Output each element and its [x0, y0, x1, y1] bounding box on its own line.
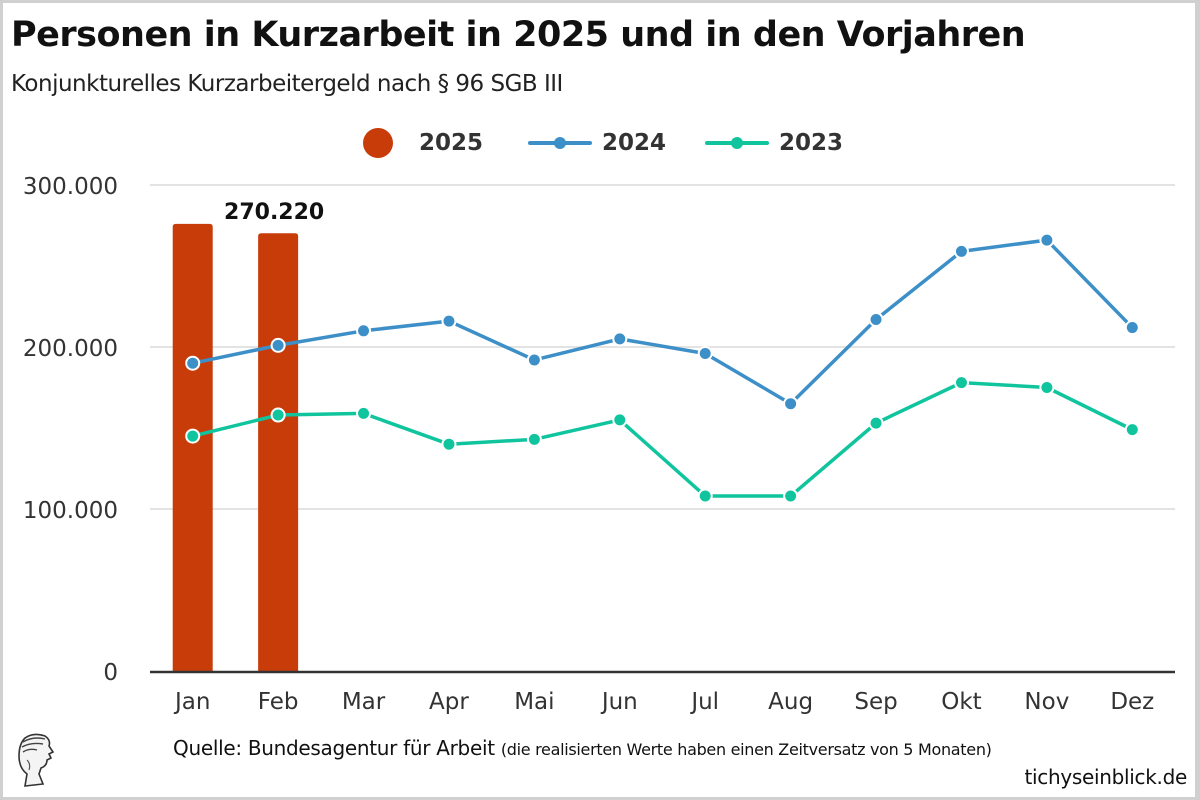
y-tick-label: 100.000: [23, 498, 118, 524]
legend-line-symbol-icon: [705, 137, 769, 149]
x-tick-label: Mai: [514, 689, 554, 715]
point-2024-Nov: [1039, 232, 1055, 248]
point-2023-Jul: [697, 488, 713, 504]
point-2023-Nov: [1039, 380, 1055, 395]
point-2023-Mai: [526, 431, 542, 447]
point-2024-Apr: [441, 313, 457, 329]
point-2023-Mar: [356, 405, 372, 421]
legend-item-2025: 2025: [363, 127, 483, 159]
x-tick-label: Nov: [1024, 689, 1069, 715]
chart-subtitle: Konjunkturelles Kurzarbeitergeld nach § …: [11, 71, 563, 97]
chart-title: Personen in Kurzarbeit in 2025 und in de…: [11, 15, 1026, 55]
x-tick-label: Jul: [689, 689, 719, 715]
x-tick-label: Feb: [258, 689, 299, 715]
point-2023-Sep: [868, 415, 884, 431]
point-2023-Aug: [783, 488, 799, 504]
x-tick-label: Jun: [600, 689, 638, 715]
point-2024-Jul: [697, 345, 713, 361]
point-2024-Mar: [356, 323, 372, 339]
legend-bar-symbol-icon: [363, 128, 393, 158]
point-2024-Okt: [953, 243, 969, 259]
point-2024-Jun: [612, 331, 628, 347]
source-label: Quelle: Bundesagentur für Arbeit: [173, 736, 495, 760]
y-tick-label: 0: [103, 660, 118, 686]
x-tick-label: Okt: [941, 689, 981, 715]
bar-2025-Jan: [172, 223, 213, 671]
legend-label-2025: 2025: [419, 130, 484, 156]
point-2023-Okt: [953, 375, 969, 391]
legend-item-2024: 2024: [528, 127, 666, 159]
legend: 2025 2024 2023: [3, 127, 1195, 159]
y-tick-label: 300.000: [23, 174, 118, 200]
legend-label-2024: 2024: [602, 130, 667, 156]
source-text: Quelle: Bundesagentur für Arbeit (die re…: [173, 736, 992, 760]
point-2023-Dez: [1124, 422, 1140, 438]
point-2023-Jun: [612, 412, 628, 428]
bar-2025-Feb: [258, 233, 299, 672]
x-tick-label: Apr: [429, 689, 469, 715]
point-2024-Aug: [783, 396, 799, 412]
hermes-head-logo-icon: [18, 733, 55, 787]
chart-frame: Personen in Kurzarbeit in 2025 und in de…: [3, 3, 1195, 797]
x-tick-label: Aug: [768, 689, 813, 715]
plot-area: 0 100.000 200.000 300.000 270.220 Jan Feb Mar Ap…: [23, 174, 1175, 715]
legend-line-symbol-icon: [528, 137, 592, 149]
point-2024-Mai: [526, 352, 542, 368]
point-2024-Sep: [868, 311, 884, 327]
point-2024-Dez: [1124, 320, 1140, 336]
y-tick-label: 200.000: [23, 336, 118, 362]
line-2023: [192, 380, 1134, 498]
source-note: (die realisierten Werte haben einen Zeit…: [500, 740, 992, 759]
line-2024: [192, 238, 1134, 406]
point-2023-Feb: [270, 407, 286, 423]
point-2023-Jan: [185, 428, 201, 444]
legend-label-2023: 2023: [779, 130, 844, 156]
data-label: 270.220: [224, 200, 324, 225]
x-tick-label: Sep: [854, 689, 897, 715]
x-tick-label: Dez: [1110, 689, 1154, 715]
point-2023-Apr: [441, 436, 457, 452]
site-credit: tichyseinblick.de: [1024, 765, 1187, 789]
point-2024-Jan: [185, 355, 201, 371]
point-2024-Feb: [270, 337, 286, 353]
x-tick-label: Mar: [342, 689, 386, 715]
x-tick-label: Jan: [173, 689, 210, 715]
legend-item-2023: 2023: [705, 127, 843, 159]
